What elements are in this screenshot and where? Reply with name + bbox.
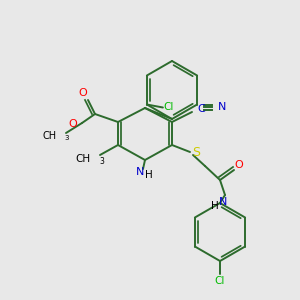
Text: O: O bbox=[79, 88, 87, 98]
Text: 3: 3 bbox=[65, 136, 69, 142]
Text: N: N bbox=[218, 102, 226, 112]
Text: N: N bbox=[219, 197, 227, 207]
Text: N: N bbox=[136, 167, 144, 177]
Text: O: O bbox=[68, 119, 77, 129]
Text: H: H bbox=[145, 170, 153, 180]
Text: O: O bbox=[235, 160, 243, 170]
Text: S: S bbox=[192, 146, 200, 158]
Text: 3: 3 bbox=[100, 158, 104, 166]
Text: CH: CH bbox=[76, 154, 91, 164]
Text: H: H bbox=[211, 201, 219, 211]
Text: Cl: Cl bbox=[164, 103, 174, 112]
Text: Cl: Cl bbox=[215, 276, 225, 286]
Text: CH: CH bbox=[43, 131, 57, 141]
Text: C: C bbox=[197, 104, 205, 114]
